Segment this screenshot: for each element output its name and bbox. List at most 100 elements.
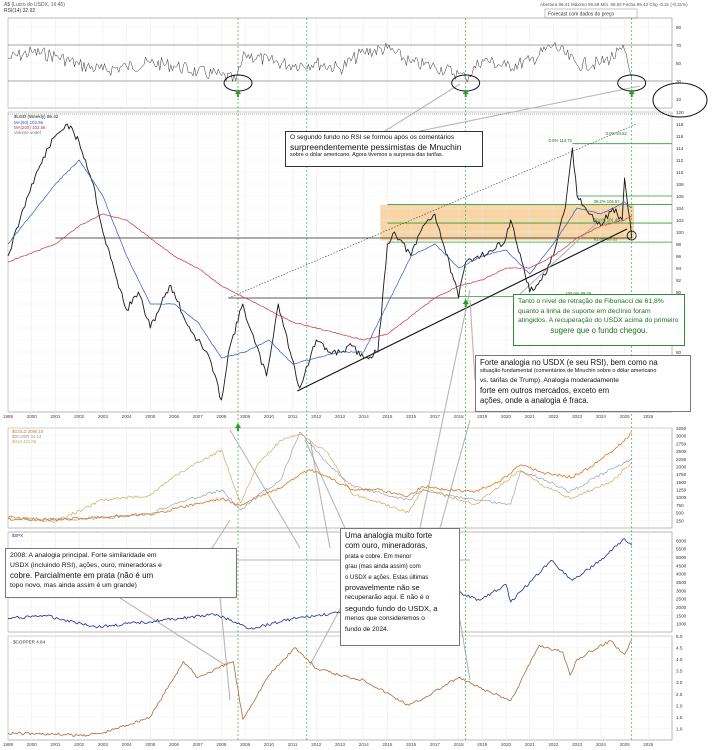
ytick-3-5000: 5000	[676, 555, 687, 560]
note-top-line-3: sobre o dólar americano. Agora tivemos a…	[290, 152, 444, 158]
left-caption: A$ (Lucro do USDX, 16:45)	[4, 2, 65, 8]
fib-label-5: 0.0% 94.62	[606, 131, 628, 136]
note-metals-line-8: segundo fundo do USDX, a	[345, 603, 438, 613]
gold-legend-2: $HUI 421.06	[12, 439, 37, 444]
ytick-1-120: 120	[676, 110, 684, 115]
year-label-2002: 2002	[74, 414, 85, 419]
usd-legend-1: MA(200) 102.66	[14, 125, 46, 130]
note-metals-line-7: recuperarão aqui. E não é o	[345, 594, 430, 602]
year-label-2018: 2018	[454, 414, 465, 419]
ytick-2-2250: 2250	[676, 457, 687, 462]
rsi-arrow-2018-stem	[464, 94, 467, 97]
rsi-arrow-2008-stem	[237, 94, 240, 97]
ytick-3-2000: 2000	[676, 605, 687, 610]
ytick-2-2500: 2500	[676, 449, 687, 454]
leader-line-1	[419, 85, 641, 132]
year-label-bottom-2004: 2004	[122, 742, 133, 747]
year-label-2005: 2005	[145, 414, 156, 419]
ytick-3-3000: 3000	[676, 588, 687, 593]
rsi-arrow-2018	[462, 89, 469, 94]
ytick-3-5500: 5500	[676, 547, 687, 552]
year-label-2015: 2015	[382, 414, 393, 419]
ytick-3-1500: 1500	[676, 613, 687, 618]
note-fib-line-1: Tanto o nível de retração de Fibonacci d…	[518, 298, 664, 305]
ytick-3-1000: 1000	[676, 622, 687, 627]
silver-series	[7, 431, 632, 521]
year-label-2026: 2026	[643, 414, 654, 419]
year-label-2019: 2019	[477, 414, 488, 419]
leader-line-16	[519, 219, 601, 295]
copper-title: $COPPER 4.84	[13, 640, 46, 645]
ytick-0-30: 30	[676, 79, 682, 84]
usd-series-1	[7, 159, 632, 365]
year-label-bottom-2003: 2003	[98, 742, 109, 747]
ytick-2-2750: 2750	[676, 441, 687, 446]
ytick-4-1.5: 1.5	[676, 715, 683, 720]
ytick-4-1: 1.0	[676, 726, 683, 731]
leader-line-2	[229, 429, 301, 549]
note-2008-line-3: cobre. Parcialmente em prata (não é um	[10, 571, 154, 580]
year-label-2022: 2022	[548, 414, 559, 419]
ytick-1-110: 110	[676, 170, 684, 175]
year-label-bottom-2020: 2020	[501, 742, 512, 747]
ytick-1-116: 116	[676, 134, 684, 139]
ytick-2-3000: 3000	[676, 434, 687, 439]
note-metals-line-3: prata e cobre. Em menor	[345, 553, 412, 560]
note-metals-line-2: com ouro, mineradoras,	[345, 541, 428, 551]
ytick-2-750: 750	[676, 503, 684, 508]
year-label-1999: 1999	[3, 414, 14, 419]
copper-series	[7, 639, 633, 737]
year-label-2007: 2007	[193, 414, 204, 419]
year-label-bottom-2010: 2010	[264, 742, 275, 747]
note-2008-analogy: 2008: A analogia principal. Forte simila…	[5, 548, 237, 598]
note-2008-line-4: topo novo, mas ainda assim é um grande)	[10, 582, 137, 589]
year-label-2013: 2013	[335, 414, 346, 419]
ytick-1-98: 98	[676, 242, 682, 247]
usd-title: $USD (Weekly) 99.42	[14, 114, 59, 119]
ytick-4-3: 3.0	[676, 680, 683, 685]
year-label-bottom-2017: 2017	[430, 742, 441, 747]
year-label-bottom-2014: 2014	[359, 742, 370, 747]
year-label-bottom-2007: 2007	[193, 742, 204, 747]
year-label-2016: 2016	[406, 414, 417, 419]
spx-series	[7, 538, 633, 630]
ytick-1-108: 108	[676, 182, 684, 187]
usd-legend-2: Volume undef	[14, 130, 42, 135]
year-label-2021: 2021	[525, 414, 536, 419]
ytick-1-102: 102	[676, 218, 684, 223]
note-2008-line-2: USDX (incluindo RSI), ações, ouro, miner…	[10, 562, 162, 569]
fib-label-4: 100.0% 89.25	[565, 291, 592, 296]
upper-channel-line	[228, 123, 637, 299]
fib-label-2: 50.0% 101.49	[594, 218, 621, 223]
note-analogy-usdx: Forte analogia no USDX (e seu RSI), bem …	[475, 355, 691, 412]
note-top-line-2: surpreendentemente pessimistas de Mnuchi…	[290, 141, 462, 152]
leader-line-15	[469, 299, 476, 381]
ytick-1-90: 90	[676, 290, 682, 295]
year-label-2009: 2009	[240, 414, 251, 419]
ytick-3-2500: 2500	[676, 597, 687, 602]
leader-line-0	[384, 83, 461, 132]
year-label-bottom-2000: 2000	[27, 742, 38, 747]
year-label-bottom-2012: 2012	[311, 742, 322, 747]
ytick-4-4.5: 4.5	[676, 646, 683, 651]
note-analogy-line-5: ações, onde a analogia é fraca.	[480, 395, 589, 405]
ytick-1-112: 112	[676, 158, 684, 163]
note-top-line-1: O segundo fundo no RSI se formou após os…	[290, 134, 455, 141]
ytick-2-1000: 1000	[676, 495, 687, 500]
leader-line-10	[309, 599, 346, 666]
fib-label-3: 61.8% 98.31	[594, 237, 618, 242]
year-label-2001: 2001	[50, 414, 61, 419]
year-label-bottom-2015: 2015	[382, 742, 393, 747]
usd-current-circle	[626, 230, 637, 241]
note-metals-line-5: o USDX e ações. Estas últimas	[345, 574, 429, 581]
year-label-2024: 2024	[596, 414, 607, 419]
hui-series	[7, 434, 632, 523]
ytick-2-1500: 1500	[676, 480, 687, 485]
year-label-2012: 2012	[311, 414, 322, 419]
ytick-2-2000: 2000	[676, 464, 687, 469]
year-label-2014: 2014	[359, 414, 370, 419]
ytick-4-4: 4.0	[676, 657, 683, 662]
year-label-bottom-2022: 2022	[548, 742, 559, 747]
year-label-2003: 2003	[98, 414, 109, 419]
ytick-2-1750: 1750	[676, 472, 687, 477]
